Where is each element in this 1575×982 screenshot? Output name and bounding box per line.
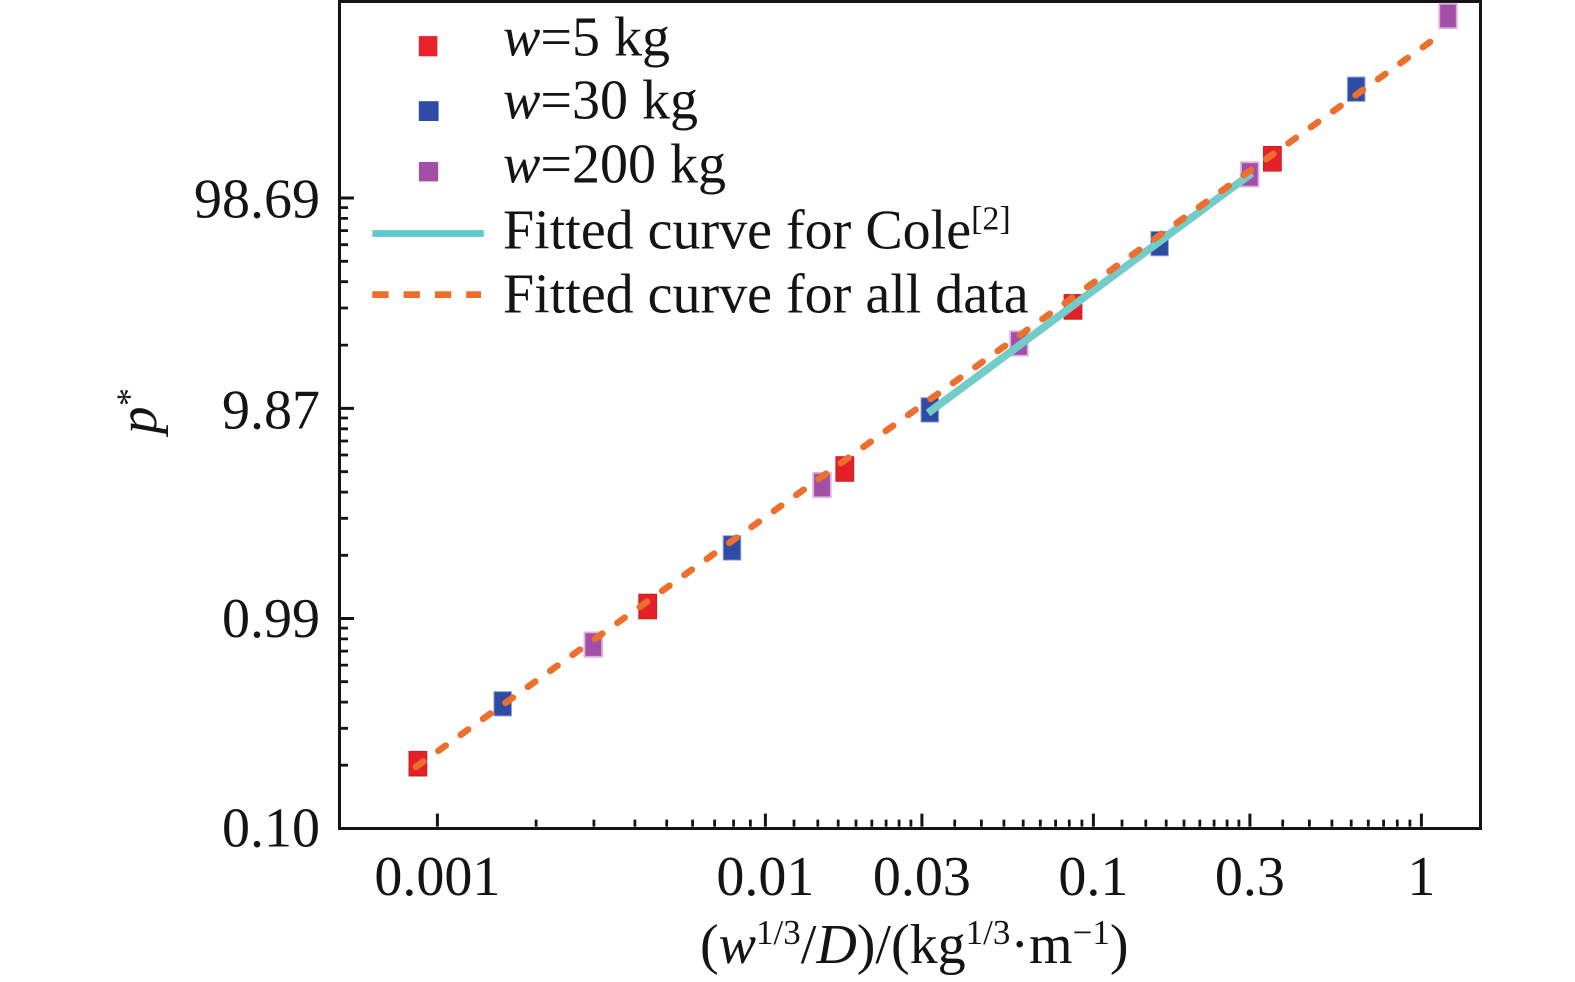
svg-text:w=30 kg: w=30 kg [503,70,698,132]
svg-text:*: * [109,388,149,406]
svg-text:0.1: 0.1 [1058,846,1128,908]
svg-text:w=5 kg: w=5 kg [503,7,670,69]
svg-text:0.99: 0.99 [222,588,320,650]
svg-text:9.87: 9.87 [222,380,320,442]
svg-text:98.69: 98.69 [194,169,320,231]
svg-text:0.01: 0.01 [716,846,814,908]
svg-text:1: 1 [1407,846,1435,908]
svg-text:p: p [108,407,169,439]
svg-text:w=200 kg: w=200 kg [503,134,726,196]
svg-text:0.03: 0.03 [873,846,971,908]
svg-text:0.10: 0.10 [222,797,320,859]
svg-text:(w1/3/D)/(kg1/3·m−1): (w1/3/D)/(kg1/3·m−1) [700,913,1128,976]
svg-text:Fitted curve for Cole[2]: Fitted curve for Cole[2] [503,200,1011,262]
svg-text:Fitted curve for all data: Fitted curve for all data [503,264,1029,326]
svg-text:0.001: 0.001 [374,846,500,908]
svg-text:0.3: 0.3 [1215,846,1285,908]
